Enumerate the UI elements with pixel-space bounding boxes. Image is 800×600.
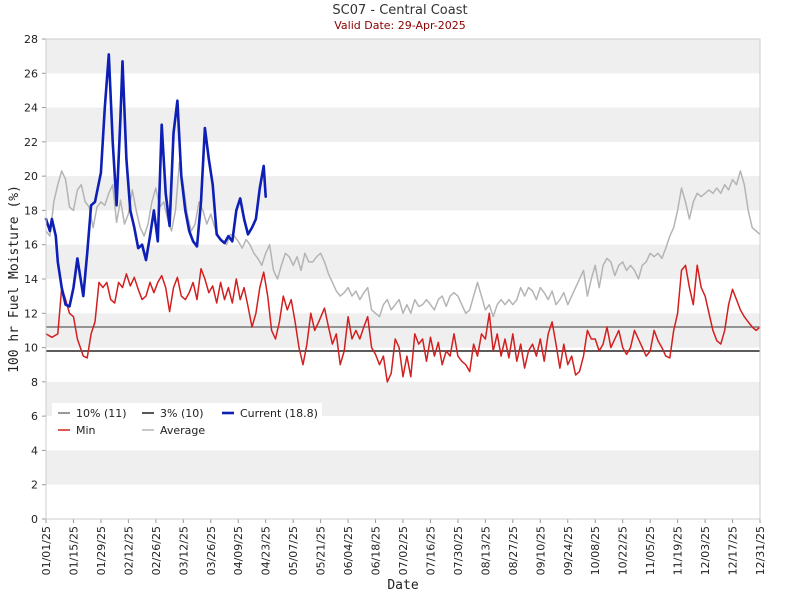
y-tick-label: 20 [24,170,38,183]
y-tick-label: 10 [24,342,38,355]
x-tick-label: 07/30/25 [452,526,465,575]
y-tick-label: 14 [24,273,38,286]
y-tick-label: 12 [24,307,38,320]
x-axis-ticks: 01/01/25 01/15/25 01/29/25 02/12/25 02/26/25… [40,519,767,575]
x-tick-label: 06/18/25 [370,526,383,575]
average-line [45,161,761,318]
background-bands [46,39,760,485]
x-axis-label: Date [387,578,418,593]
y-axis-label: 100 hr Fuel Moisture (%) [7,185,22,373]
chart-title: SC07 - Central Coast [332,3,468,18]
grid-band [46,450,760,485]
x-tick-label: 09/24/25 [562,526,575,575]
x-tick-label: 07/16/25 [424,526,437,575]
x-tick-label: 05/21/25 [315,526,328,575]
threshold-lines [46,326,760,352]
grid-band [46,176,760,211]
x-tick-label: 11/05/25 [644,526,657,575]
legend-box [52,403,322,441]
y-tick-label: 18 [24,204,38,217]
y-tick-label: 26 [24,67,38,80]
min-line [45,264,761,383]
x-tick-label: 10/08/25 [589,526,602,575]
x-tick-label: 04/09/25 [232,526,245,575]
x-tick-label: 01/15/25 [67,526,80,575]
chart-subtitle: Valid Date: 29-Apr-2025 [334,19,466,32]
x-tick-label: 08/27/25 [507,526,520,575]
x-tick-label: 12/31/25 [754,526,767,575]
x-tick-label: 08/13/25 [479,526,492,575]
y-tick-label: 24 [24,102,38,115]
x-tick-label: 02/12/25 [122,526,135,575]
x-tick-label: 03/26/25 [205,526,218,575]
x-tick-label: 11/19/25 [672,526,685,575]
x-tick-label: 04/23/25 [260,526,273,575]
x-tick-label: 03/12/25 [177,526,190,575]
legend-label-current: Current (18.8) [240,407,318,420]
grid-band [46,244,760,279]
x-tick-label: 06/04/25 [342,526,355,575]
x-tick-label: 02/26/25 [150,526,163,575]
y-tick-label: 8 [31,376,38,389]
x-tick-label: 01/29/25 [95,526,108,575]
legend: 10% (11) 3% (10) Current (18.8) Min Average [52,403,322,441]
x-tick-label: 05/07/25 [287,526,300,575]
x-tick-label: 01/01/25 [40,526,53,575]
current-line [44,53,268,308]
y-tick-label: 2 [31,479,38,492]
legend-label-p3: 3% (10) [160,407,204,420]
y-tick-label: 0 [31,513,38,526]
legend-label-min: Min [76,424,96,437]
y-tick-label: 4 [31,444,38,457]
x-tick-label: 12/17/25 [727,526,740,575]
y-tick-label: 6 [31,410,38,423]
y-tick-label: 22 [24,136,38,149]
series-lines [44,53,761,383]
x-tick-label: 09/10/25 [534,526,547,575]
y-tick-label: 28 [24,33,38,46]
plot-frame [45,38,761,520]
x-tick-label: 12/03/25 [699,526,712,575]
grid-band [46,107,760,142]
grid-band [46,313,760,348]
legend-label-average: Average [160,424,205,437]
grid-band [46,39,760,74]
y-tick-label: 16 [24,239,38,252]
x-tick-label: 07/02/25 [397,526,410,575]
x-tick-label: 10/22/25 [617,526,630,575]
legend-label-p10: 10% (11) [76,407,127,420]
